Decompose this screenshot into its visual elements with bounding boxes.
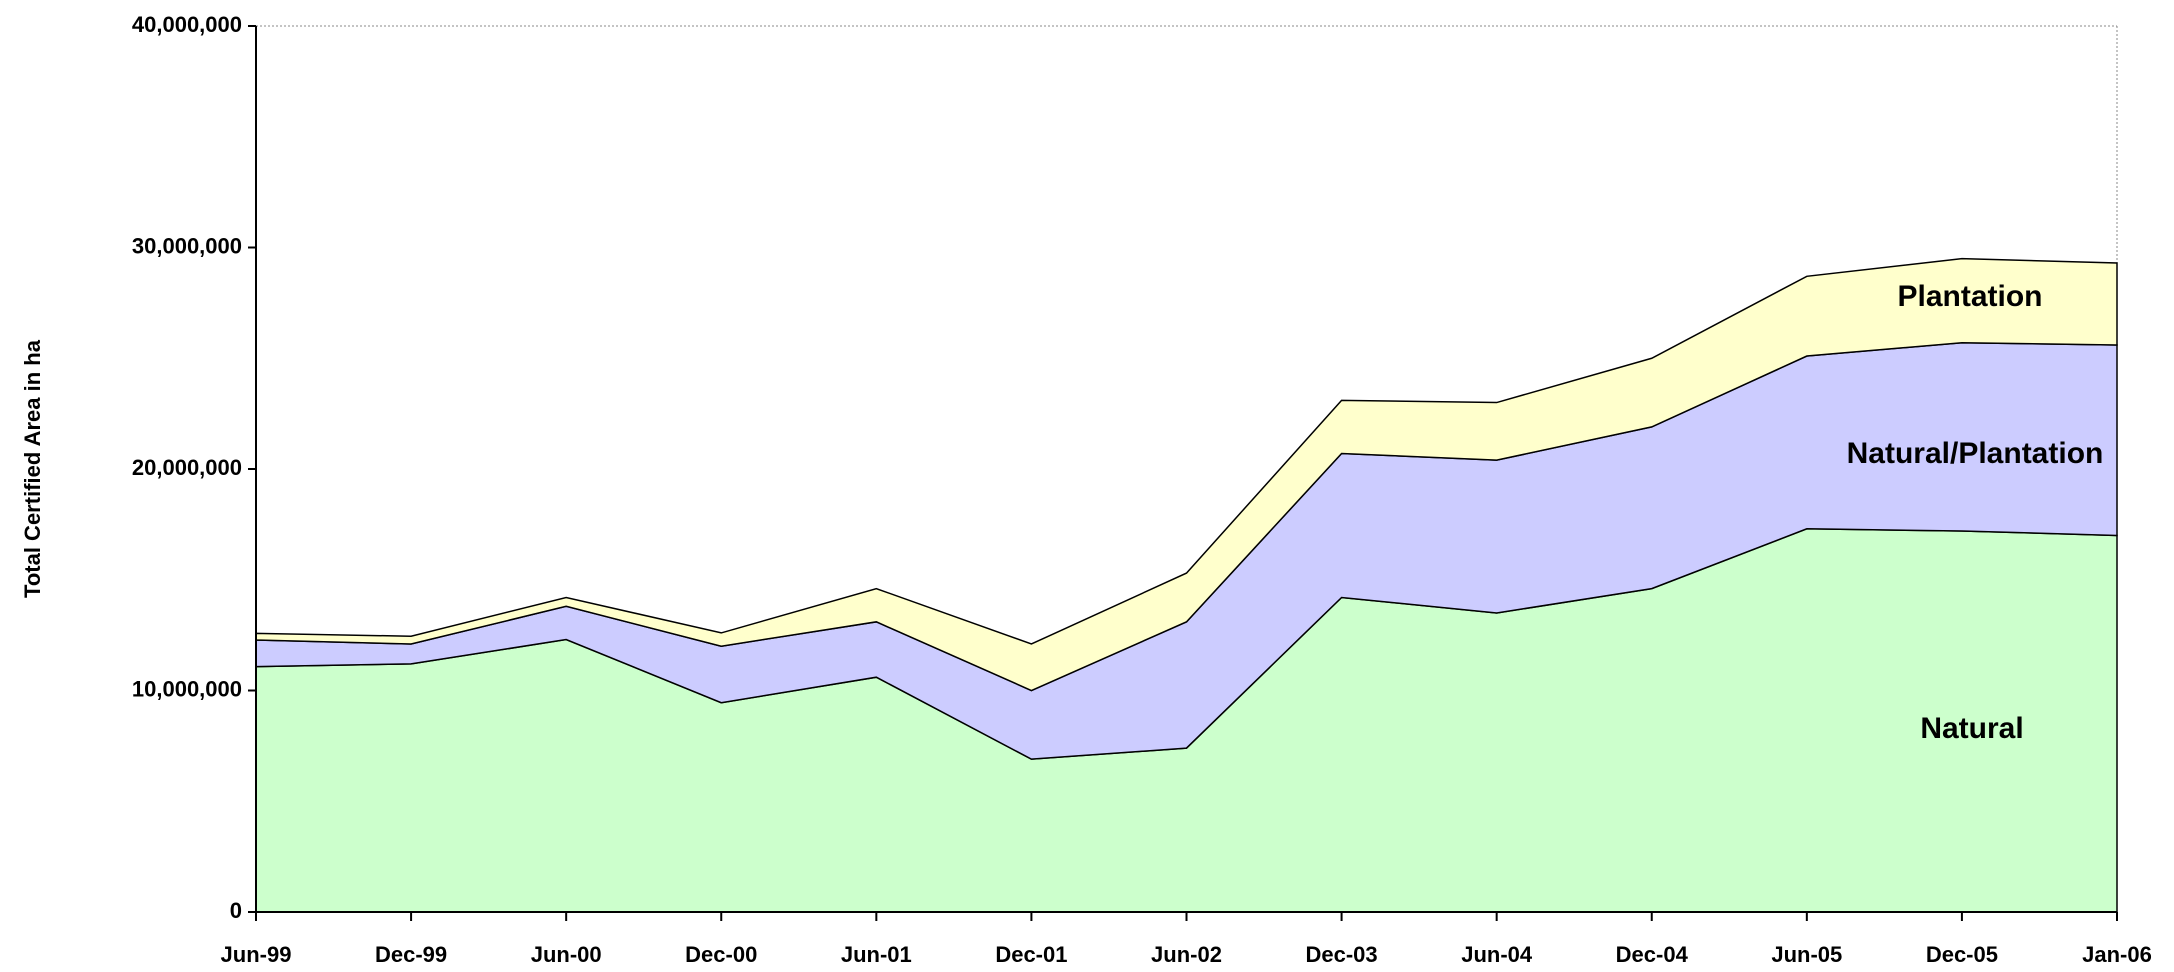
x-tick-label: Dec-01: [995, 942, 1067, 967]
x-tick-label: Dec-00: [685, 942, 757, 967]
x-tick-label: Jan-06: [2082, 942, 2152, 967]
x-tick-label: Jun-02: [1151, 942, 1222, 967]
y-tick-label: 0: [230, 898, 242, 923]
series-label: Natural: [1920, 712, 2023, 745]
series-label: Plantation: [1897, 280, 2042, 313]
y-tick-label: 30,000,000: [132, 233, 242, 258]
x-tick-label: Jun-01: [841, 942, 912, 967]
series-label: Natural/Plantation: [1847, 437, 2104, 470]
x-tick-label: Jun-04: [1461, 942, 1533, 967]
area: [255, 257, 2118, 692]
y-tick-label: 10,000,000: [132, 676, 242, 701]
x-tick-label: Jun-99: [221, 942, 292, 967]
x-tick-label: Dec-99: [375, 942, 447, 967]
x-tick-label: Jun-00: [531, 942, 602, 967]
y-axis-title: Total Certified Area in ha: [20, 339, 45, 598]
x-tick-label: Dec-05: [1926, 942, 1998, 967]
x-tick-label: Dec-04: [1616, 942, 1689, 967]
y-tick-label: 40,000,000: [132, 12, 242, 37]
x-tick-label: Jun-05: [1771, 942, 1842, 967]
y-tick-label: 20,000,000: [132, 455, 242, 480]
x-tick-label: Dec-03: [1306, 942, 1378, 967]
